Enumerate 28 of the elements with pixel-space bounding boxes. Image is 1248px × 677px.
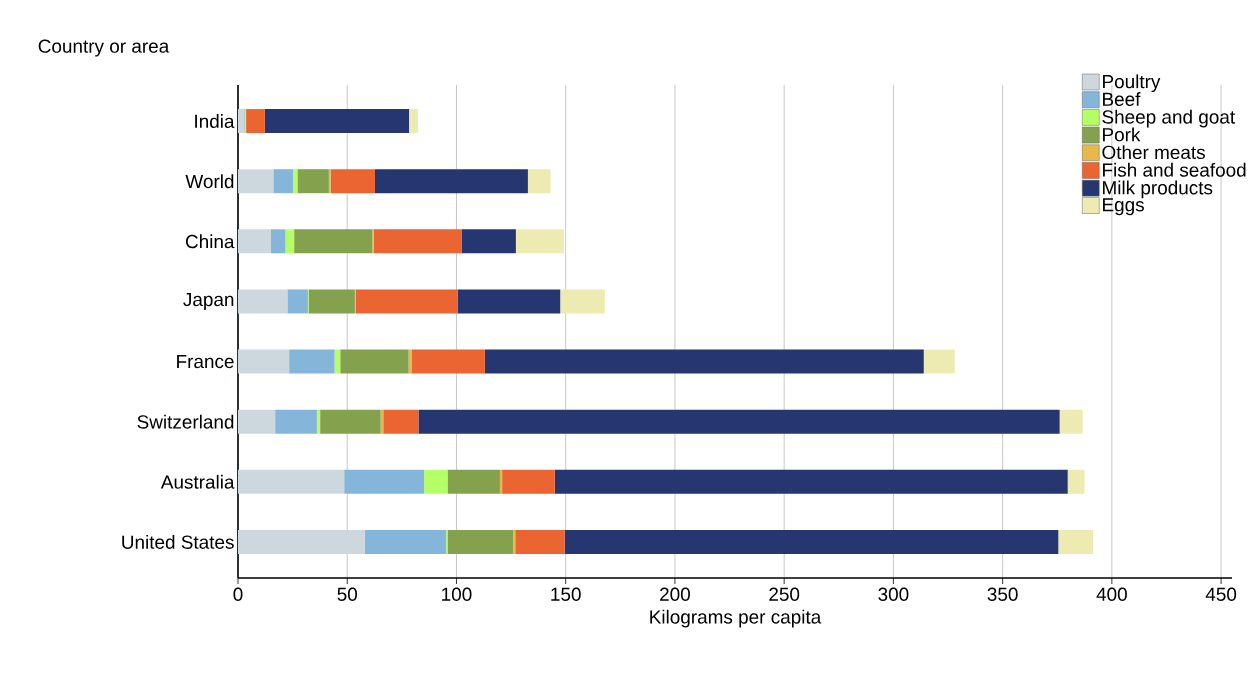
legend-label: Pork bbox=[1103, 127, 1141, 142]
x-tick-label: 100 bbox=[442, 587, 472, 601]
legend-label: Poultry bbox=[1103, 74, 1161, 93]
legend-label: Beef bbox=[1103, 92, 1141, 106]
x-tick-label: 50 bbox=[337, 587, 358, 601]
legend-label: Fish and seafood bbox=[1103, 162, 1246, 177]
y-tick-label: France bbox=[177, 354, 234, 369]
x-tick-label: 350 bbox=[987, 587, 1018, 601]
x-tick-label: 250 bbox=[769, 587, 800, 601]
x-tick-label: 150 bbox=[551, 587, 581, 601]
x-tick-label: 450 bbox=[1205, 587, 1237, 601]
y-tick-label: China bbox=[185, 234, 235, 249]
x-tick-label: 200 bbox=[660, 587, 690, 601]
x-tick-label: 400 bbox=[1096, 587, 1127, 601]
y-tick-label: India bbox=[195, 114, 235, 129]
y-tick-label: World bbox=[185, 174, 234, 189]
legend-label: Other meats bbox=[1102, 145, 1205, 160]
y-tick-label: Switzerland bbox=[137, 414, 234, 429]
y-tick-label: Japan bbox=[183, 292, 234, 310]
x-axis-title: Kilograms per capita bbox=[650, 609, 822, 628]
y-axis-title: Country or area bbox=[38, 39, 170, 57]
y-tick-label: Australia bbox=[160, 474, 235, 489]
legend-label: Milk products bbox=[1103, 180, 1213, 199]
legend-label: Eggs bbox=[1103, 198, 1144, 216]
legend-label: Sheep and goat bbox=[1102, 109, 1235, 128]
y-tick-label: United States bbox=[122, 534, 234, 549]
x-tick-label: 300 bbox=[878, 587, 909, 601]
x-tick-label: 0 bbox=[233, 587, 243, 601]
